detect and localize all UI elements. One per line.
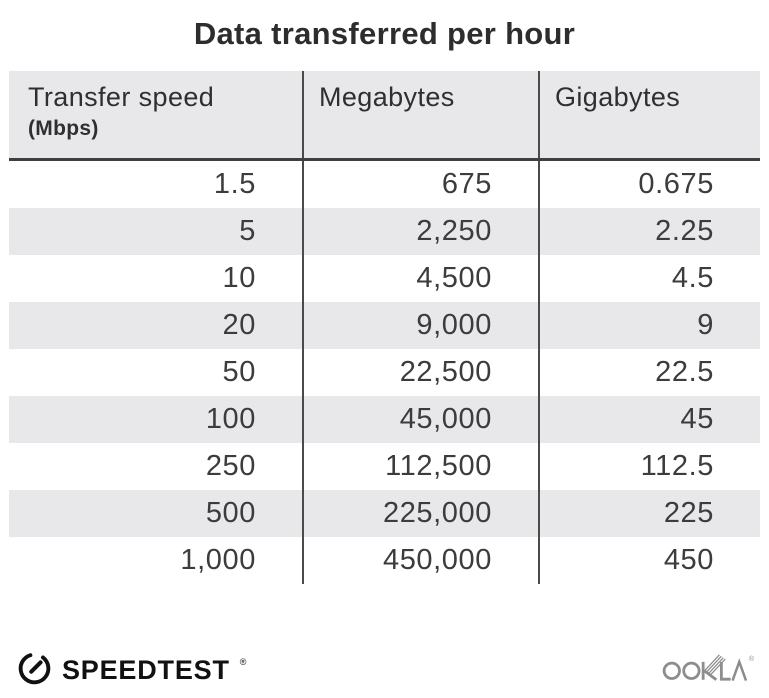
- cell-transfer-speed: 5: [239, 215, 256, 247]
- column-header-label: Megabytes: [319, 82, 455, 112]
- speedtest-wordmark: SPEEDTEST: [62, 654, 230, 685]
- cell-megabytes: 225,000: [302, 490, 538, 537]
- footer: SPEEDTEST ®: [16, 648, 754, 692]
- cell-gigabytes: 0.675: [538, 161, 760, 208]
- column-header-label: Gigabytes: [555, 82, 681, 112]
- cell-megabytes: 22,500: [302, 349, 538, 396]
- ookla-wordmark-icon: [660, 653, 748, 687]
- cell-transfer-speed: 10: [222, 262, 256, 294]
- table-row: 250 112,500 112.5: [9, 443, 760, 490]
- table-row: 500 225,000 225: [9, 490, 760, 537]
- cell-gigabytes: 450: [538, 537, 760, 584]
- table-row: 10 4,500 4.5: [9, 255, 760, 302]
- cell-gigabytes: 225: [538, 490, 760, 537]
- cell-megabytes: 2,250: [302, 208, 538, 255]
- cell-megabytes: 4,500: [302, 255, 538, 302]
- cell-megabytes: 450,000: [302, 537, 538, 584]
- ookla-logo: ®: [660, 653, 754, 687]
- table-row: 50 22,500 22.5: [9, 349, 760, 396]
- cell-transfer-speed: 500: [205, 497, 256, 529]
- cell-megabytes: 9,000: [302, 302, 538, 349]
- cell-transfer-speed: 1,000: [180, 544, 256, 576]
- cell-transfer-speed: 1.5: [213, 168, 256, 200]
- cell-gigabytes: 22.5: [538, 349, 760, 396]
- table-row: 5 2,250 2.25: [9, 208, 760, 255]
- cell-gigabytes: 112.5: [538, 443, 760, 490]
- cell-transfer-speed: 20: [222, 309, 256, 341]
- data-table: Transfer speed (Mbps) Megabytes Gigabyte…: [9, 71, 760, 584]
- registered-mark: ®: [748, 655, 754, 663]
- cell-gigabytes: 9: [538, 302, 760, 349]
- column-header-megabytes: Megabytes: [302, 71, 538, 158]
- table-row: 100 45,000 45: [9, 396, 760, 443]
- cell-transfer-speed: 100: [205, 403, 256, 435]
- column-header-sublabel: (Mbps): [28, 117, 99, 140]
- column-header-label: Transfer speed: [28, 82, 215, 112]
- column-header-transfer-speed: Transfer speed (Mbps): [9, 71, 302, 158]
- registered-mark: ®: [239, 657, 247, 667]
- cell-transfer-speed: 50: [222, 356, 256, 388]
- cell-megabytes: 112,500: [302, 443, 538, 490]
- cell-gigabytes: 45: [538, 396, 760, 443]
- page-title: Data transferred per hour: [193, 16, 576, 51]
- cell-megabytes: 675: [302, 161, 538, 208]
- speedtest-gauge-icon: [16, 649, 53, 691]
- column-header-gigabytes: Gigabytes: [538, 71, 760, 158]
- table-row: 1,000 450,000 450: [9, 537, 760, 584]
- table-row: 1.5 675 0.675: [9, 161, 760, 208]
- table-header-row: Transfer speed (Mbps) Megabytes Gigabyte…: [9, 71, 760, 161]
- table-body: 1.5 675 0.675 5 2,250 2.25 10 4,500 4.5 …: [9, 161, 760, 584]
- cell-gigabytes: 4.5: [538, 255, 760, 302]
- cell-gigabytes: 2.25: [538, 208, 760, 255]
- table-row: 20 9,000 9: [9, 302, 760, 349]
- cell-transfer-speed: 250: [205, 450, 256, 482]
- cell-megabytes: 45,000: [302, 396, 538, 443]
- speedtest-logo: SPEEDTEST ®: [16, 649, 247, 691]
